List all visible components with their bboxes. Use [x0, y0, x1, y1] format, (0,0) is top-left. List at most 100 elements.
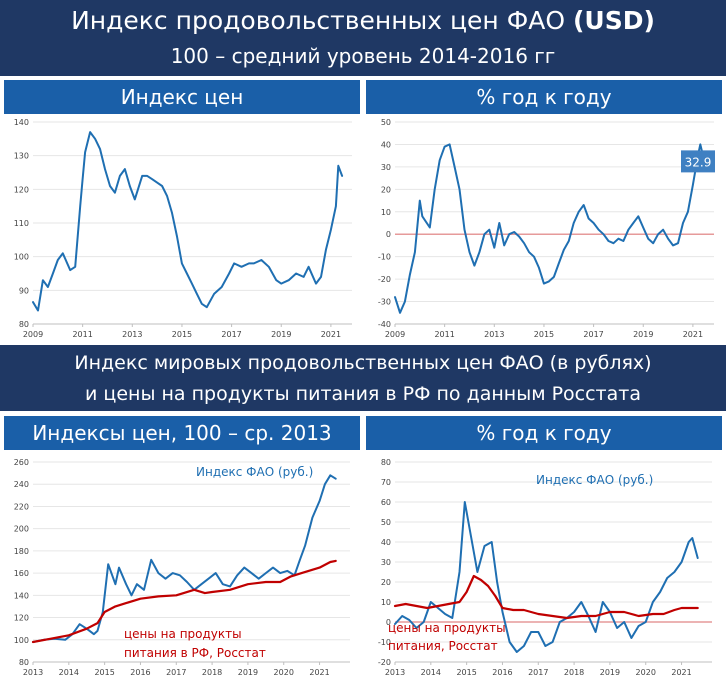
x-tick-label: 2021	[671, 668, 691, 677]
y-tick-label: 40	[381, 140, 391, 149]
x-tick-label: 2014	[59, 668, 79, 677]
y-tick-label: 80	[19, 320, 29, 329]
main-title-text: Индекс продовольственных цен ФАО	[71, 6, 566, 35]
x-tick-label: 2021	[309, 668, 329, 677]
y-tick-label: 80	[381, 458, 391, 467]
y-tick-label: 20	[381, 185, 391, 194]
y-tick-label: -20	[378, 275, 391, 284]
y-tick-label: 140	[14, 118, 29, 127]
x-tick-label: 2015	[94, 668, 114, 677]
x-tick-label: 2013	[23, 668, 43, 677]
series-line-rosstat	[31, 559, 337, 644]
y-tick-label: 180	[14, 547, 29, 556]
panel-header-3: Индексы цен, 100 – ср. 2013	[4, 416, 360, 450]
chart-1: 80 90 100 110 120 130 140 2009 2011 2013 2015 2017 2…	[14, 118, 352, 339]
y-tick-label: 0	[386, 230, 391, 239]
annotation-rosstat-line2: питания в РФ, Росстат	[124, 646, 266, 660]
panel-title-1: Индекс цен	[120, 85, 244, 109]
y-tick-label: 50	[381, 118, 391, 127]
main-subtitle: 100 – средний уровень 2014-2016 гг	[170, 44, 556, 68]
section-title-band: Индекс мировых продовольственных цен ФАО…	[0, 345, 726, 411]
panel-title-2: % год к году	[476, 85, 612, 109]
x-tick-label: 2020	[274, 668, 294, 677]
y-tick-label: 70	[381, 478, 391, 487]
x-tick-label: 2015	[172, 330, 192, 339]
x-tick-label: 2009	[385, 330, 405, 339]
x-tick-label: 2016	[492, 668, 512, 677]
annotation-rosstat-line1: цены на продукты	[124, 627, 242, 641]
x-tick-label: 2019	[271, 330, 291, 339]
x-tick-label: 2009	[23, 330, 43, 339]
x-tick-label: 2020	[636, 668, 656, 677]
y-tick-label: -30	[378, 298, 391, 307]
y-tick-label: 20	[381, 578, 391, 587]
y-tick-label: 260	[14, 458, 29, 467]
main-title-bold: (USD)	[572, 6, 655, 35]
y-tick-label: 140	[14, 591, 29, 600]
section-title-line1: Индекс мировых продовольственных цен ФАО…	[74, 352, 652, 374]
y-tick-label: 10	[381, 598, 391, 607]
section-title-line2: и цены на продукты питания в РФ по данны…	[85, 383, 641, 405]
chart-4: -20 -10 0 10 20 30 40 50 60 70 80 2013 2014 2015 2016 2…	[378, 458, 712, 677]
y-tick-label: 40	[381, 538, 391, 547]
series-line-fao	[394, 501, 699, 653]
chart-frame-3: 80 100 120 140 160 180 200 220 240 260 2013 2014 201…	[6, 452, 358, 684]
x-tick-label: 2018	[564, 668, 584, 677]
y-tick-label: 100	[14, 253, 29, 262]
y-tick-label: -10	[378, 253, 391, 262]
x-tick-label: 2017	[583, 330, 603, 339]
x-tick-label: 2016	[130, 668, 150, 677]
y-tick-label: 240	[14, 480, 29, 489]
y-tick-label: 120	[14, 185, 29, 194]
panel-header-2: % год к году	[366, 80, 722, 114]
series-line-fao	[32, 131, 344, 312]
y-tick-label: 160	[14, 569, 29, 578]
panel-header-4: % год к году	[366, 416, 722, 450]
x-tick-label: 2017	[528, 668, 548, 677]
y-tick-label: 220	[14, 502, 29, 511]
y-tick-label: 90	[19, 286, 29, 295]
x-tick-label: 2017	[221, 330, 241, 339]
value-callout-label: 32.9	[685, 155, 712, 169]
y-tick-label: 100	[14, 636, 29, 645]
y-tick-label: -40	[378, 320, 391, 329]
y-tick-label: -10	[378, 638, 391, 647]
annotation-rosstat-line2: питания, Росстат	[388, 639, 498, 653]
y-tick-label: 50	[381, 518, 391, 527]
chart-frame-1: 80 90 100 110 120 130 140 2009 2011 2013 2015 2017 2…	[6, 116, 358, 342]
chart-3: 80 100 120 140 160 180 200 220 240 260 2013 2014 201…	[14, 458, 350, 677]
x-tick-label: 2011	[72, 330, 92, 339]
y-tick-label: 80	[19, 658, 29, 667]
main-title-band: Индекс продовольственных цен ФАО (USD) 1…	[0, 0, 726, 76]
panel-header-1: Индекс цен	[4, 80, 360, 114]
y-tick-label: 110	[14, 219, 29, 228]
annotation-rosstat-line1: цены на продукты	[388, 621, 506, 635]
panel-title-4: % год к году	[476, 421, 612, 445]
y-tick-label: 60	[381, 498, 391, 507]
x-tick-label: 2015	[456, 668, 476, 677]
y-tick-label: 120	[14, 614, 29, 623]
main-title: Индекс продовольственных цен ФАО (USD)	[0, 4, 726, 38]
y-tick-label: 10	[381, 208, 391, 217]
chart-frame-2: -40 -30 -20 -10 0 10 20 30 40 50 2009 2011 2013 2015 2…	[368, 116, 720, 342]
x-tick-label: 2017	[166, 668, 186, 677]
x-tick-label: 2011	[434, 330, 454, 339]
chart-frame-4: -20 -10 0 10 20 30 40 50 60 70 80 2013 2014 2015 2016 2…	[368, 452, 720, 684]
y-tick-label: -20	[378, 658, 391, 667]
x-tick-label: 2013	[385, 668, 405, 677]
y-tick-label: 30	[381, 163, 391, 172]
x-tick-label: 2019	[600, 668, 620, 677]
panel-title-3: Индексы цен, 100 – ср. 2013	[32, 421, 332, 445]
series-line-fao	[32, 474, 337, 643]
x-tick-label: 2021	[321, 330, 341, 339]
chart-2: -40 -30 -20 -10 0 10 20 30 40 50 2009 2011 2013 2015 2…	[378, 118, 715, 339]
series-line-fao	[394, 143, 706, 314]
x-tick-label: 2019	[238, 668, 258, 677]
y-tick-label: 130	[14, 152, 29, 161]
annotation-fao: Индекс ФАО (руб.)	[196, 465, 313, 479]
x-tick-label: 2014	[421, 668, 441, 677]
value-callout-box	[681, 150, 715, 173]
x-tick-label: 2015	[534, 330, 554, 339]
x-tick-label: 2013	[122, 330, 142, 339]
